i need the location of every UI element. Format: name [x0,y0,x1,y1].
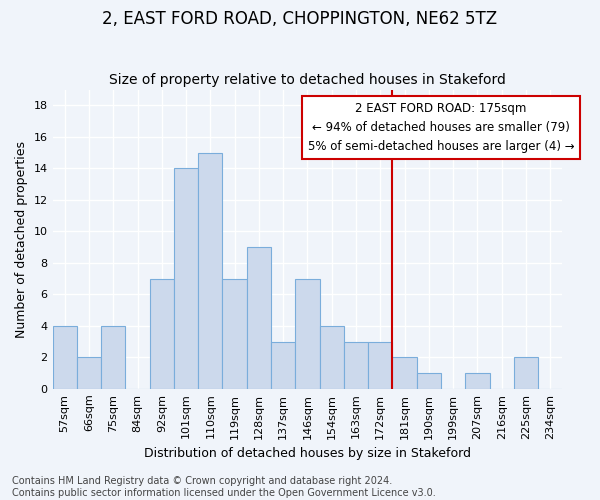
Bar [271,342,295,389]
Bar [198,152,223,389]
Bar [247,247,271,389]
Bar [514,358,538,389]
Bar [417,373,441,389]
Bar [295,278,320,389]
Bar [392,358,417,389]
Y-axis label: Number of detached properties: Number of detached properties [15,140,28,338]
Bar [320,326,344,389]
Bar [174,168,198,389]
Text: Contains HM Land Registry data © Crown copyright and database right 2024.
Contai: Contains HM Land Registry data © Crown c… [12,476,436,498]
Bar [101,326,125,389]
Text: 2, EAST FORD ROAD, CHOPPINGTON, NE62 5TZ: 2, EAST FORD ROAD, CHOPPINGTON, NE62 5TZ [103,10,497,28]
Bar [149,278,174,389]
Text: 2 EAST FORD ROAD: 175sqm
← 94% of detached houses are smaller (79)
5% of semi-de: 2 EAST FORD ROAD: 175sqm ← 94% of detach… [308,102,574,153]
Bar [368,342,392,389]
Title: Size of property relative to detached houses in Stakeford: Size of property relative to detached ho… [109,73,506,87]
Bar [223,278,247,389]
X-axis label: Distribution of detached houses by size in Stakeford: Distribution of detached houses by size … [144,447,471,460]
Bar [77,358,101,389]
Bar [465,373,490,389]
Bar [53,326,77,389]
Bar [344,342,368,389]
